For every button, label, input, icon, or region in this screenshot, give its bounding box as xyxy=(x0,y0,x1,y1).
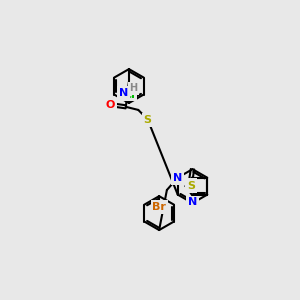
Text: O: O xyxy=(186,180,196,190)
Text: N: N xyxy=(173,173,182,184)
Text: Cl: Cl xyxy=(123,89,135,100)
Text: N: N xyxy=(119,88,128,98)
Text: N: N xyxy=(188,197,197,207)
Text: S: S xyxy=(187,181,195,191)
Text: O: O xyxy=(106,100,115,110)
Text: H: H xyxy=(130,83,138,93)
Text: S: S xyxy=(144,115,152,125)
Text: Br: Br xyxy=(152,202,166,212)
